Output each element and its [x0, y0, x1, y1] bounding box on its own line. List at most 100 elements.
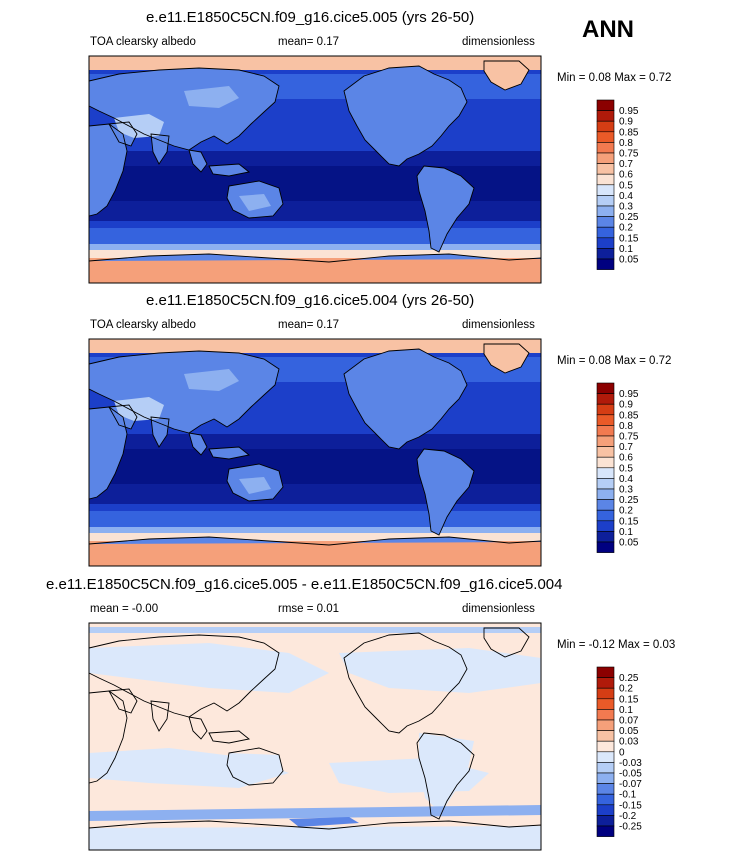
colorbar-swatch — [596, 793, 615, 806]
colorbar-swatch — [596, 173, 615, 186]
colorbar-tick-label: 0.85 — [619, 410, 639, 421]
colorbar-swatch — [596, 195, 615, 207]
panel-3-map — [88, 622, 542, 851]
colorbar-swatch — [596, 226, 615, 239]
colorbar-swatch — [596, 709, 615, 721]
colorbar-swatch — [596, 825, 615, 837]
colorbar-tick-label: 0.03 — [619, 737, 639, 748]
colorbar-swatch — [596, 237, 615, 249]
colorbar-swatch — [596, 520, 615, 532]
colorbar-swatch — [596, 815, 615, 827]
panel-3-minmax: Min = -0.12 Max = 0.03 — [557, 639, 676, 651]
panel-2-map — [88, 338, 542, 567]
panel-2-title: e.e11.E1850C5CN.f09_g16.cice5.004 (yrs 2… — [146, 292, 475, 309]
colorbar-tick-label: 0.2 — [619, 506, 633, 517]
colorbar-tick-label: 0.8 — [619, 421, 633, 432]
colorbar-tick-label: 0.1 — [619, 705, 633, 716]
colorbar-swatch — [596, 509, 615, 522]
colorbar-tick-label: 0.25 — [619, 673, 639, 684]
colorbar-tick-label: 0.9 — [619, 117, 633, 128]
panel-1-units-label: dimensionless — [462, 36, 535, 48]
panel-3-title: e.e11.E1850C5CN.f09_g16.cice5.005 - e.e1… — [46, 576, 563, 593]
colorbar-swatch — [596, 216, 615, 228]
colorbar-swatch — [596, 478, 615, 490]
colorbar-swatch — [596, 762, 615, 774]
panel-3-colorbar: 0.250.20.150.10.070.050.030-0.03-0.05-0.… — [596, 666, 642, 837]
colorbar-tick-label: -0.05 — [619, 769, 642, 780]
colorbar-swatch — [596, 698, 615, 710]
colorbar-tick-label: 0.07 — [619, 716, 639, 727]
colorbar-swatch — [596, 152, 615, 164]
colorbar-swatch — [596, 446, 615, 458]
panel-3-rmse-label: rmse = 0.01 — [278, 603, 340, 615]
colorbar-tick-label: 0.6 — [619, 170, 633, 181]
colorbar-swatch — [596, 456, 615, 469]
colorbar-tick-label: 0.6 — [619, 453, 633, 464]
colorbar-tick-label: 0.5 — [619, 180, 633, 191]
colorbar-tick-label: -0.2 — [619, 811, 637, 822]
colorbar-swatch — [596, 488, 615, 500]
colorbar-tick-label: 0.5 — [619, 463, 633, 474]
colorbar-swatch — [596, 142, 615, 154]
panel-2-colorbar: 0.950.90.850.80.750.70.60.50.40.30.250.2… — [596, 382, 639, 553]
colorbar-tick-label: 0.4 — [619, 474, 633, 485]
colorbar-tick-label: 0.9 — [619, 400, 633, 411]
colorbar-swatch — [596, 435, 615, 447]
colorbar-tick-label: 0.15 — [619, 516, 639, 527]
colorbar-swatch — [596, 393, 615, 405]
colorbar-tick-label: 0.7 — [619, 159, 633, 170]
panel-2-units-label: dimensionless — [462, 319, 535, 331]
colorbar-tick-label: 0.8 — [619, 138, 633, 149]
colorbar-tick-label: -0.15 — [619, 800, 642, 811]
colorbar-tick-label: -0.03 — [619, 758, 642, 769]
colorbar-swatch — [596, 740, 615, 753]
colorbar-tick-label: 0.2 — [619, 684, 633, 695]
colorbar-tick-label: 0.2 — [619, 223, 633, 234]
panel-2-mean-label: mean= 0.17 — [278, 319, 340, 331]
colorbar-tick-label: 0 — [619, 747, 625, 758]
colorbar-tick-label: 0.3 — [619, 202, 633, 213]
colorbar-tick-label: 0.75 — [619, 149, 639, 160]
colorbar-swatch — [596, 120, 615, 133]
colorbar-swatch — [596, 99, 615, 111]
panel-3-mean-label: mean = -0.00 — [90, 603, 159, 615]
colorbar-tick-label: 0.3 — [619, 485, 633, 496]
season-label: ANN — [582, 16, 634, 43]
colorbar-swatch — [596, 804, 615, 816]
colorbar-swatch — [596, 414, 615, 426]
panel-2-variable-label: TOA clearsky albedo — [90, 319, 196, 331]
colorbar-swatch — [596, 425, 615, 437]
colorbar-tick-label: 0.85 — [619, 127, 639, 138]
colorbar-swatch — [596, 184, 615, 196]
colorbar-tick-label: 0.25 — [619, 212, 639, 223]
colorbar-swatch — [596, 403, 615, 416]
panel-1-colorbar: 0.950.90.850.80.750.70.60.50.40.30.250.2… — [596, 99, 639, 270]
colorbar-tick-label: 0.95 — [619, 389, 639, 400]
colorbar-swatch — [596, 110, 615, 122]
colorbar-swatch — [596, 677, 615, 689]
colorbar-tick-label: -0.07 — [619, 779, 642, 790]
colorbar-tick-label: 0.15 — [619, 694, 639, 705]
colorbar-swatch — [596, 730, 615, 742]
colorbar-swatch — [596, 541, 615, 553]
colorbar-tick-label: 0.1 — [619, 527, 633, 538]
colorbar-tick-label: -0.1 — [619, 790, 637, 801]
colorbar-swatch — [596, 783, 615, 795]
colorbar-swatch — [596, 382, 615, 394]
panel-2-minmax: Min = 0.08 Max = 0.72 — [557, 355, 672, 367]
colorbar-swatch — [596, 719, 615, 731]
panel-1-minmax: Min = 0.08 Max = 0.72 — [557, 72, 672, 84]
panel-1-map — [88, 55, 542, 284]
colorbar-tick-label: 0.05 — [619, 726, 639, 737]
colorbar-swatch — [596, 163, 615, 175]
colorbar-tick-label: 0.7 — [619, 442, 633, 453]
panel-1-variable-label: TOA clearsky albedo — [90, 36, 196, 48]
colorbar-tick-label: 0.05 — [619, 255, 639, 266]
colorbar-tick-label: 0.95 — [619, 106, 639, 117]
colorbar-swatch — [596, 687, 615, 700]
colorbar-swatch — [596, 751, 615, 763]
colorbar-swatch — [596, 531, 615, 543]
colorbar-tick-label: 0.25 — [619, 495, 639, 506]
colorbar-swatch — [596, 467, 615, 479]
